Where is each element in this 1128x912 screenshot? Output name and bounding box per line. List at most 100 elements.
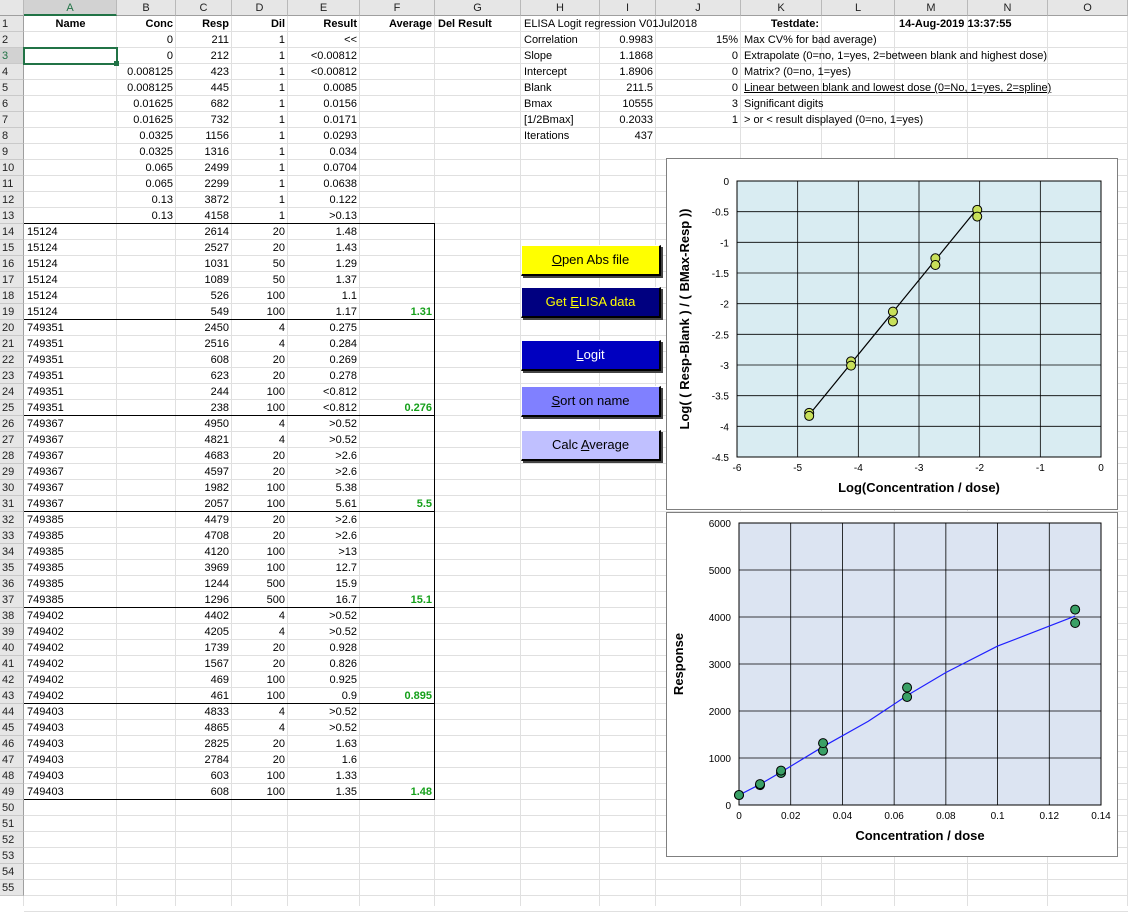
cell-resp[interactable]: 623 — [210, 370, 229, 382]
cell-name[interactable]: 749367 — [27, 466, 64, 478]
cell-name[interactable]: 749402 — [27, 626, 64, 638]
row-header-1[interactable]: 1 — [0, 16, 24, 32]
cell-name[interactable]: 749367 — [27, 418, 64, 430]
cell-result[interactable]: 0.122 — [329, 194, 357, 206]
stat-label[interactable]: Blank — [524, 82, 552, 94]
column-header-o[interactable]: O — [1048, 0, 1128, 16]
header-resp[interactable]: Resp — [202, 18, 229, 30]
cell-dil[interactable]: 1 — [278, 34, 285, 46]
column-header-j[interactable]: J — [656, 0, 741, 16]
cell-average[interactable]: 5.5 — [416, 498, 432, 510]
cell-name[interactable]: 15124 — [27, 290, 58, 302]
sort-on-name-button[interactable]: Sort on name — [521, 386, 661, 417]
cell-dil[interactable]: 1 — [278, 162, 285, 174]
row-header-33[interactable]: 33 — [0, 528, 24, 544]
cell-dil[interactable]: 20 — [272, 514, 285, 526]
cell-name[interactable]: 749402 — [27, 610, 64, 622]
cell-resp[interactable]: 2825 — [204, 738, 229, 750]
cell-dil[interactable]: 100 — [266, 674, 285, 686]
cell-result[interactable]: 0.0156 — [323, 98, 357, 110]
cell-resp[interactable]: 1567 — [204, 658, 229, 670]
cell-resp[interactable]: 608 — [210, 786, 229, 798]
cell-result[interactable]: << — [344, 34, 357, 46]
cell-dil[interactable]: 20 — [272, 658, 285, 670]
cell-result[interactable]: 0.0085 — [323, 82, 357, 94]
cell-dil[interactable]: 20 — [272, 754, 285, 766]
row-header-10[interactable]: 10 — [0, 160, 24, 176]
header-result[interactable]: Result — [323, 18, 357, 30]
stat-value[interactable]: 211.5 — [626, 82, 653, 94]
stat-label[interactable]: Correlation — [524, 34, 578, 46]
cell-dil[interactable]: 4 — [278, 626, 285, 638]
row-header-13[interactable]: 13 — [0, 208, 24, 224]
setting-value[interactable]: 0 — [731, 66, 738, 78]
cell-result[interactable]: >2.6 — [335, 530, 357, 542]
cell-average[interactable]: 1.48 — [410, 786, 432, 798]
cell-result[interactable]: 1.35 — [335, 786, 357, 798]
row-header-28[interactable]: 28 — [0, 448, 24, 464]
column-header-b[interactable]: B — [117, 0, 176, 16]
cell-resp[interactable]: 1031 — [204, 258, 229, 270]
cell-result[interactable]: 1.6 — [341, 754, 357, 766]
row-header-25[interactable]: 25 — [0, 400, 24, 416]
row-header-7[interactable]: 7 — [0, 112, 24, 128]
column-header-d[interactable]: D — [232, 0, 288, 16]
cell-name[interactable]: 749367 — [27, 434, 64, 446]
cell-result[interactable]: 0.284 — [329, 338, 357, 350]
row-header-21[interactable]: 21 — [0, 336, 24, 352]
cell-name[interactable]: 749385 — [27, 514, 64, 526]
cell-name[interactable]: 749367 — [27, 498, 64, 510]
cell-result[interactable]: 16.7 — [335, 594, 357, 606]
cell-name[interactable]: 749403 — [27, 770, 64, 782]
stat-value[interactable]: 10555 — [622, 98, 653, 110]
cell-resp[interactable]: 4402 — [204, 610, 229, 622]
cell-dil[interactable]: 20 — [272, 370, 285, 382]
cell-resp[interactable]: 423 — [210, 66, 229, 78]
row-header-55[interactable]: 55 — [0, 880, 24, 896]
stat-value[interactable]: 1.1868 — [619, 50, 653, 62]
cell-average[interactable]: 0.895 — [404, 690, 432, 702]
cell-dil[interactable]: 100 — [266, 482, 285, 494]
select-all-corner[interactable] — [0, 0, 24, 16]
cell-conc[interactable]: 0 — [166, 34, 173, 46]
cell-name[interactable]: 749403 — [27, 786, 64, 798]
setting-text[interactable]: Extrapolate (0=no, 1=yes, 2=between blan… — [744, 50, 1048, 62]
cell-result[interactable]: 5.61 — [335, 498, 357, 510]
setting-value[interactable]: 1 — [731, 114, 738, 126]
row-header-5[interactable]: 5 — [0, 80, 24, 96]
cell-conc[interactable]: 0.01625 — [133, 98, 173, 110]
row-header-41[interactable]: 41 — [0, 656, 24, 672]
cell-name[interactable]: 15124 — [27, 258, 58, 270]
cell-result[interactable]: 0.0638 — [323, 178, 357, 190]
cell-dil[interactable]: 1 — [278, 130, 285, 142]
cell-name[interactable]: 749385 — [27, 594, 64, 606]
cell-result[interactable]: >0.52 — [329, 626, 357, 638]
cell-resp[interactable]: 4865 — [204, 722, 229, 734]
cell-resp[interactable]: 1156 — [205, 130, 229, 142]
cell-resp[interactable]: 4120 — [204, 546, 229, 558]
cell-dil[interactable]: 20 — [272, 642, 285, 654]
cell-resp[interactable]: 1316 — [204, 146, 229, 158]
row-header-11[interactable]: 11 — [0, 176, 24, 192]
stat-label[interactable]: Bmax — [524, 98, 553, 110]
cell-conc[interactable]: 0.0325 — [139, 146, 173, 158]
cell-result[interactable]: 1.17 — [335, 306, 357, 318]
cell-result[interactable]: 1.1 — [341, 290, 357, 302]
row-header-47[interactable]: 47 — [0, 752, 24, 768]
cell-result[interactable]: 1.37 — [335, 274, 357, 286]
cell-name[interactable]: 749385 — [27, 530, 64, 542]
row-header-14[interactable]: 14 — [0, 224, 24, 240]
setting-text[interactable]: Matrix? (0=no, 1=yes) — [744, 66, 851, 78]
row-header-9[interactable]: 9 — [0, 144, 24, 160]
row-header-53[interactable]: 53 — [0, 848, 24, 864]
row-header-6[interactable]: 6 — [0, 96, 24, 112]
row-header-16[interactable]: 16 — [0, 256, 24, 272]
stat-label[interactable]: Slope — [524, 50, 553, 62]
cell-result[interactable]: >13 — [338, 546, 357, 558]
cell-dil[interactable]: 20 — [272, 450, 285, 462]
response-chart[interactable]: 0 0.02 0.04 0.06 0.08 0.1 0.12 0.14 0 1000 2000 300… — [666, 512, 1118, 857]
cell-dil[interactable]: 1 — [278, 50, 285, 62]
row-header-26[interactable]: 26 — [0, 416, 24, 432]
cell-name[interactable]: 749403 — [27, 722, 64, 734]
cell-dil[interactable]: 100 — [266, 562, 285, 574]
